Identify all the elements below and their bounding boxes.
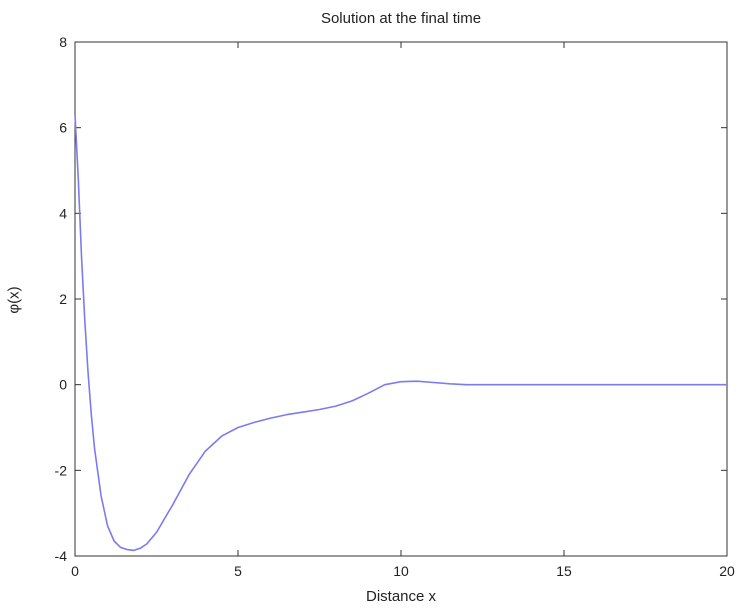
y-tick-label: 4 (59, 205, 67, 221)
x-tick-label: 15 (556, 563, 572, 579)
x-tick-label: 5 (234, 563, 242, 579)
plot-frame (74, 41, 728, 557)
series-line (74, 114, 727, 552)
y-tick-label: -2 (55, 462, 68, 478)
x-tick-label: 20 (719, 563, 735, 579)
x-tick-label: 0 (71, 563, 79, 579)
y-tick-label: 0 (59, 377, 67, 393)
x-tick-label: 10 (393, 563, 409, 579)
y-tick-label: 6 (59, 120, 67, 136)
y-tick-label: 2 (59, 291, 67, 307)
y-tick-label: 8 (59, 34, 67, 50)
chart-title: Solution at the final time (320, 10, 482, 27)
x-axis-label: Distance x (365, 588, 437, 605)
y-tick-label: -4 (55, 548, 68, 564)
